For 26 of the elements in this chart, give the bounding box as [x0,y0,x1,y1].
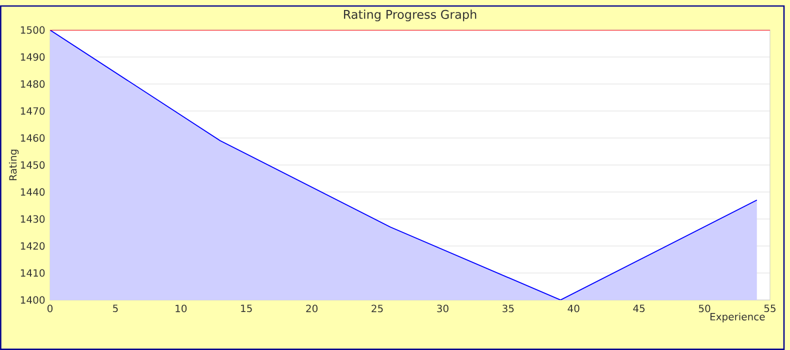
x-tick-label: 0 [48,304,53,312]
y-tick-label: 1440 [20,188,45,196]
x-tick-label: 10 [176,304,187,312]
y-tick-label: 1470 [20,107,45,115]
chart-title: Rating Progress Graph [344,10,476,22]
y-tick-label: 1410 [20,269,45,277]
x-tick-label: 55 [764,304,776,312]
y-axis-title: Rating [8,150,19,180]
y-tick-label: 1460 [20,134,45,142]
x-tick-label: 25 [372,304,383,312]
x-axis-title: Experience [710,312,765,322]
x-tick-label: 20 [306,304,318,312]
x-tick-label: 35 [502,304,514,312]
y-tick-label: 1400 [20,296,45,304]
y-tick-label: 1430 [20,215,45,223]
y-tick-label: 1500 [20,26,45,34]
x-tick-label: 5 [113,304,118,312]
y-tick-label: 1450 [20,161,45,169]
y-tick-label: 1490 [20,53,45,61]
x-tick-label: 15 [241,304,252,312]
x-tick-label: 40 [568,304,580,312]
y-tick-label: 1420 [20,242,45,250]
y-tick-label: 1480 [20,80,45,88]
x-tick-label: 50 [698,304,710,312]
x-tick-label: 45 [633,304,645,312]
x-tick-label: 30 [437,304,448,312]
